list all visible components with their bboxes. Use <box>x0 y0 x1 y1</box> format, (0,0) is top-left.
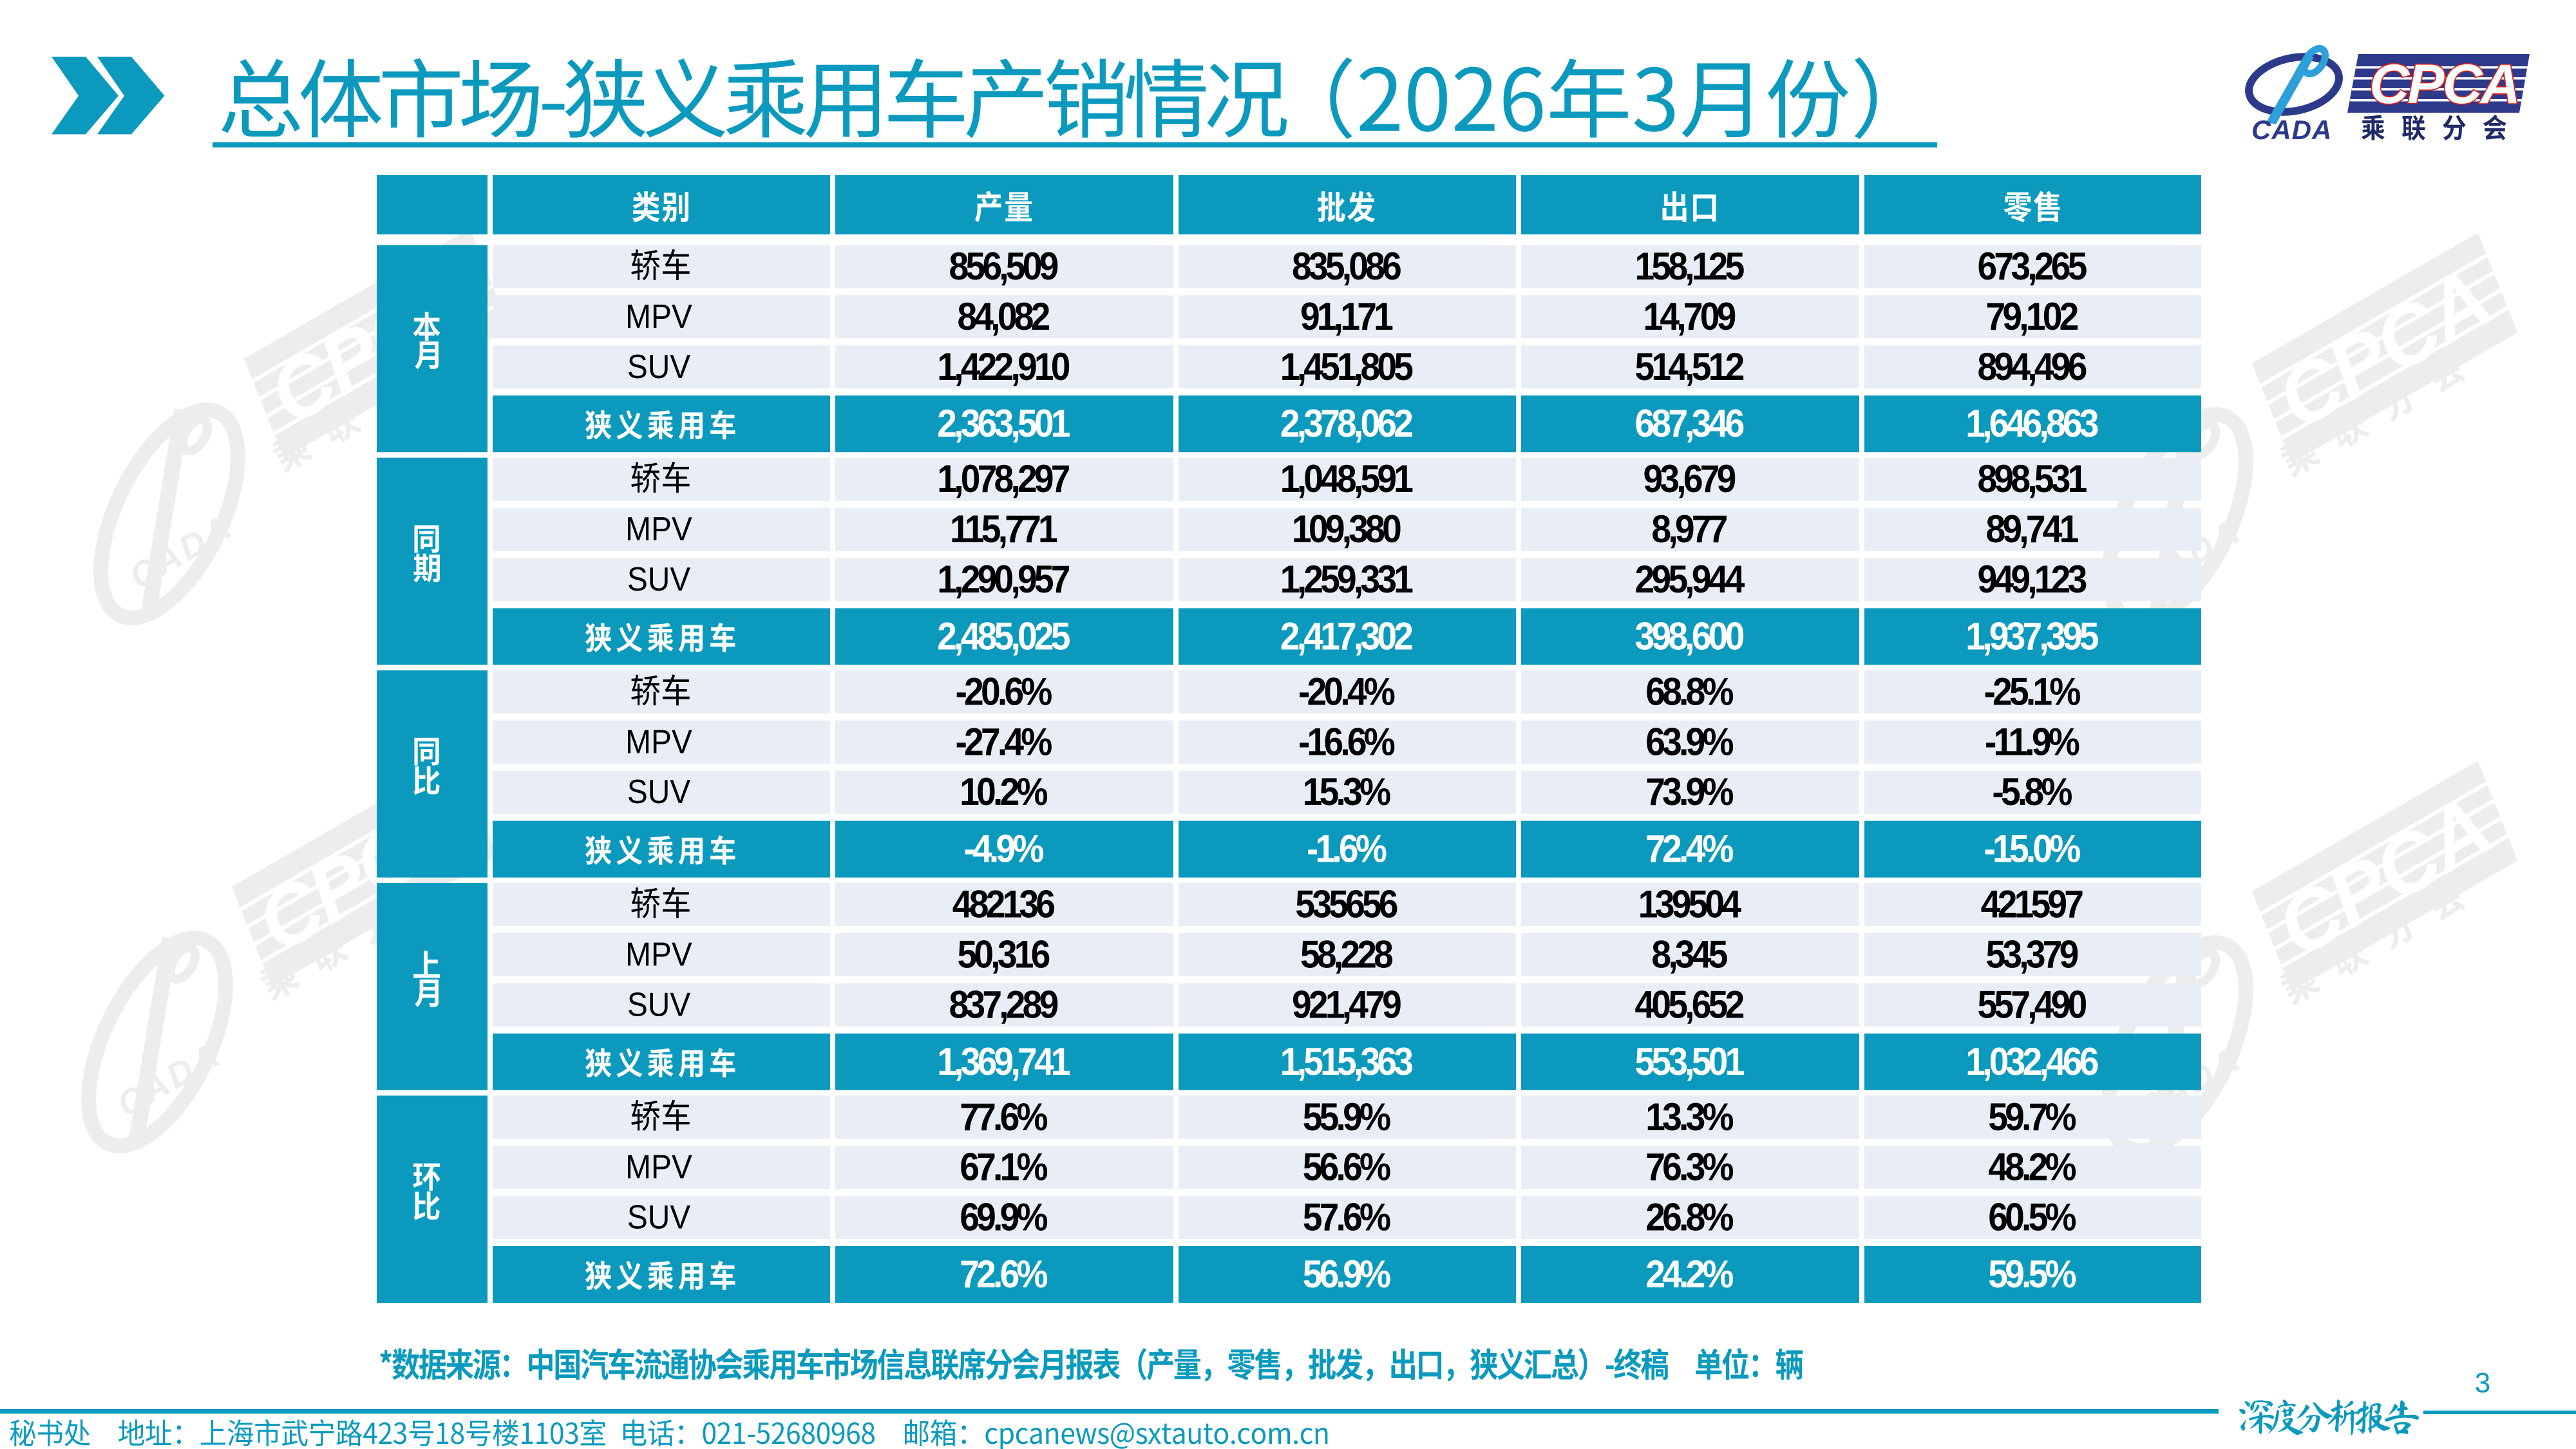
svg-text:2,363,501: 2,363,501 <box>937 402 1070 446</box>
svg-text:53,379: 53,379 <box>1985 933 2078 976</box>
svg-text:-4.9%: -4.9% <box>963 828 1043 871</box>
svg-text:SUV: SUV <box>627 986 691 1023</box>
svg-text:56.9%: 56.9% <box>1303 1253 1390 1296</box>
svg-text:557,490: 557,490 <box>1978 983 2087 1027</box>
svg-text:8,345: 8,345 <box>1651 933 1727 976</box>
svg-text:898,531: 898,531 <box>1978 458 2087 501</box>
svg-text:77.6%: 77.6% <box>960 1096 1047 1139</box>
svg-text:894,496: 894,496 <box>1978 346 2087 389</box>
svg-text:SUV: SUV <box>627 348 691 385</box>
svg-text:8,977: 8,977 <box>1651 508 1727 551</box>
svg-text:-27.4%: -27.4% <box>955 721 1052 764</box>
svg-text:1,937,395: 1,937,395 <box>1965 615 2098 658</box>
svg-text:1,422,910: 1,422,910 <box>937 346 1069 389</box>
svg-text:SUV: SUV <box>627 1198 691 1236</box>
svg-text:-15.0%: -15.0% <box>1984 828 2080 871</box>
svg-text:72.6%: 72.6% <box>960 1253 1047 1296</box>
svg-text:2,485,025: 2,485,025 <box>937 615 1070 658</box>
svg-text:835,086: 835,086 <box>1292 245 1401 289</box>
svg-text:158,125: 158,125 <box>1635 245 1745 289</box>
svg-text:856,509: 856,509 <box>949 245 1058 289</box>
svg-text:MPV: MPV <box>625 723 692 760</box>
svg-text:3: 3 <box>2475 1367 2490 1399</box>
svg-text:89,741: 89,741 <box>1985 508 2078 551</box>
svg-text:921,479: 921,479 <box>1292 983 1401 1027</box>
svg-text:CADA: CADA <box>2251 115 2332 145</box>
svg-text:13.3%: 13.3% <box>1645 1096 1733 1139</box>
svg-text:2,417,302: 2,417,302 <box>1280 615 1412 658</box>
svg-text:1,048,591: 1,048,591 <box>1280 458 1413 501</box>
svg-text:2,378,062: 2,378,062 <box>1280 402 1412 446</box>
svg-text:1,078,297: 1,078,297 <box>937 458 1069 501</box>
svg-text:72.4%: 72.4% <box>1645 828 1733 871</box>
svg-text:67.1%: 67.1% <box>960 1146 1047 1189</box>
svg-text:69.9%: 69.9% <box>960 1197 1047 1240</box>
svg-text:73.9%: 73.9% <box>1645 771 1733 814</box>
svg-text:93,679: 93,679 <box>1643 458 1735 501</box>
svg-text:405,652: 405,652 <box>1635 983 1744 1027</box>
svg-text:-20.6%: -20.6% <box>955 670 1052 714</box>
svg-text:84,082: 84,082 <box>957 296 1049 339</box>
svg-text:56.6%: 56.6% <box>1303 1146 1390 1189</box>
svg-text:91,171: 91,171 <box>1300 296 1393 339</box>
svg-text:673,265: 673,265 <box>1978 245 2087 289</box>
svg-text:MPV: MPV <box>625 1148 692 1186</box>
svg-text:687,346: 687,346 <box>1635 402 1744 446</box>
svg-text:SUV: SUV <box>627 773 691 810</box>
svg-text:949,123: 949,123 <box>1978 558 2087 601</box>
svg-text:1,369,741: 1,369,741 <box>937 1041 1070 1084</box>
svg-text:10.2%: 10.2% <box>960 771 1047 814</box>
svg-text:79,102: 79,102 <box>1985 296 2078 339</box>
svg-text:1,515,363: 1,515,363 <box>1280 1041 1412 1084</box>
svg-text:24.2%: 24.2% <box>1645 1253 1733 1296</box>
svg-text:68.8%: 68.8% <box>1645 670 1733 714</box>
svg-text:514,512: 514,512 <box>1635 346 1744 389</box>
svg-text:1,451,805: 1,451,805 <box>1280 346 1413 389</box>
svg-text:SUV: SUV <box>627 560 691 598</box>
svg-text:CPCA: CPCA <box>2369 53 2519 115</box>
svg-text:115,771: 115,771 <box>950 508 1057 551</box>
svg-text:-1.6%: -1.6% <box>1307 828 1387 871</box>
svg-text:60.5%: 60.5% <box>1988 1197 2076 1240</box>
svg-text:59.5%: 59.5% <box>1988 1253 2076 1296</box>
svg-text:50,316: 50,316 <box>957 933 1049 976</box>
svg-text:15.3%: 15.3% <box>1303 771 1390 814</box>
svg-text:1,032,466: 1,032,466 <box>1965 1041 2098 1084</box>
svg-text:1,646,863: 1,646,863 <box>1965 402 2098 446</box>
svg-text:59.7%: 59.7% <box>1988 1096 2076 1139</box>
svg-text:139504: 139504 <box>1638 884 1741 927</box>
svg-text:-5.8%: -5.8% <box>1992 771 2072 814</box>
svg-text:57.6%: 57.6% <box>1303 1197 1390 1240</box>
svg-text:-25.1%: -25.1% <box>1984 670 2080 714</box>
svg-text:1,259,331: 1,259,331 <box>1280 558 1413 601</box>
svg-text:14,709: 14,709 <box>1643 296 1735 339</box>
svg-text:482136: 482136 <box>952 884 1054 927</box>
svg-text:535656: 535656 <box>1295 884 1397 927</box>
svg-text:109,380: 109,380 <box>1292 508 1401 551</box>
svg-text:MPV: MPV <box>625 936 692 973</box>
svg-text:-11.9%: -11.9% <box>1985 721 2079 764</box>
svg-text:837,289: 837,289 <box>949 983 1058 1027</box>
svg-text:26.8%: 26.8% <box>1645 1197 1733 1240</box>
svg-text:553,501: 553,501 <box>1635 1041 1745 1084</box>
svg-text:MPV: MPV <box>625 510 692 547</box>
svg-text:76.3%: 76.3% <box>1645 1146 1733 1189</box>
svg-text:58,228: 58,228 <box>1300 933 1393 976</box>
svg-text:55.9%: 55.9% <box>1303 1096 1390 1139</box>
svg-text:295,944: 295,944 <box>1635 558 1745 601</box>
svg-text:MPV: MPV <box>625 298 692 335</box>
svg-text:398,600: 398,600 <box>1635 615 1744 658</box>
svg-text:-20.4%: -20.4% <box>1298 670 1395 714</box>
svg-text:1,290,957: 1,290,957 <box>937 558 1069 601</box>
svg-text:421597: 421597 <box>1981 884 2083 927</box>
svg-text:-16.6%: -16.6% <box>1298 721 1395 764</box>
svg-text:48.2%: 48.2% <box>1988 1146 2076 1189</box>
svg-text:63.9%: 63.9% <box>1645 721 1733 764</box>
